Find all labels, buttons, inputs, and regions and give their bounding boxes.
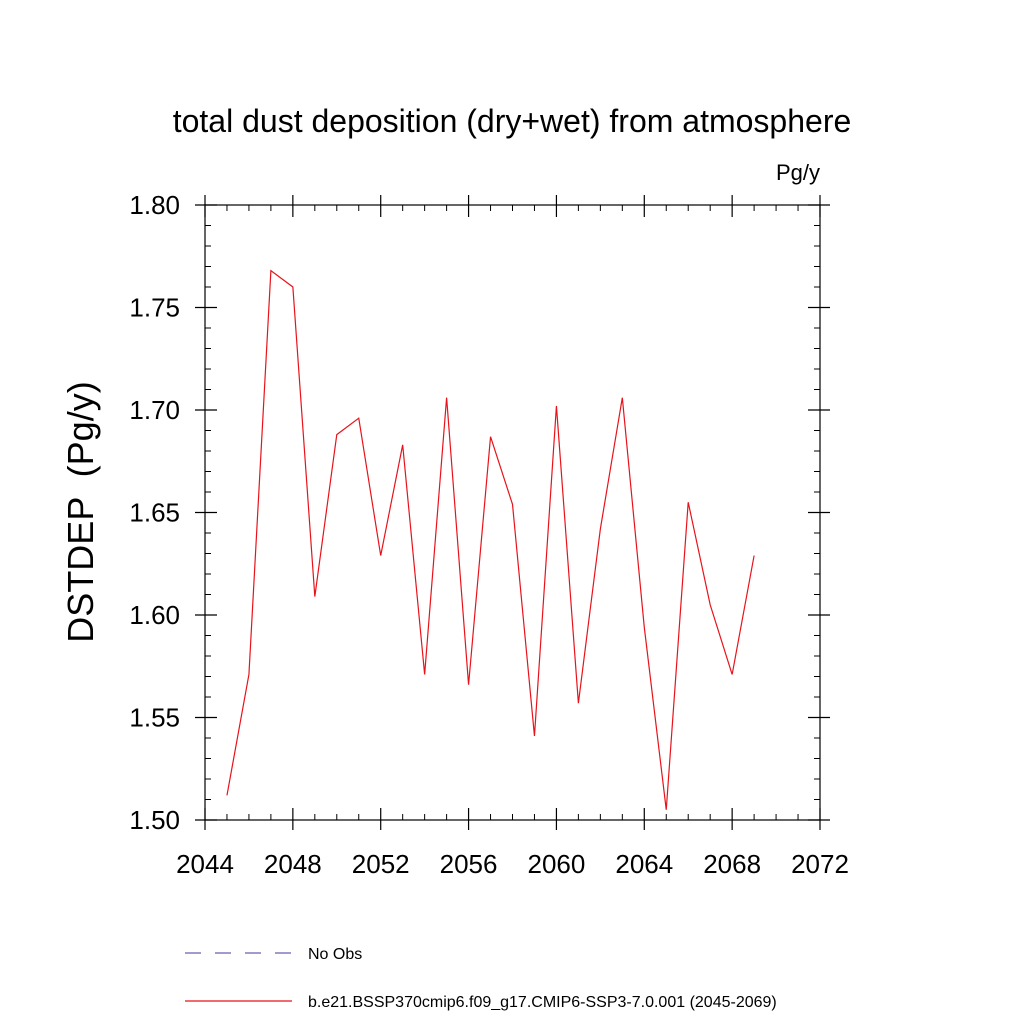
y-tick-label: 1.80 — [129, 190, 180, 220]
y-tick-label: 1.60 — [129, 600, 180, 630]
axis-ticks — [195, 195, 830, 830]
series-line-1 — [226, 269, 755, 810]
series-lines — [226, 269, 755, 810]
x-tick-label: 2056 — [440, 849, 498, 879]
y-tick-label: 1.50 — [129, 805, 180, 835]
x-tick-label: 2068 — [703, 849, 761, 879]
legend: No Obs b.e21.BSSP370cmip6.f09_g17.CMIP6-S… — [185, 946, 777, 1011]
y-tick-label: 1.70 — [129, 395, 180, 425]
y-tick-label: 1.75 — [129, 293, 180, 323]
y-tick-label: 1.55 — [129, 703, 180, 733]
legend-label-0: No Obs — [308, 946, 362, 963]
chart-title: total dust deposition (dry+wet) from atm… — [173, 103, 852, 139]
x-tick-label: 2060 — [528, 849, 586, 879]
x-tick-label: 2048 — [264, 849, 322, 879]
x-tick-label: 2064 — [615, 849, 673, 879]
y-axis-label: DSTDEP (Pg/y) — [60, 381, 101, 642]
tick-labels: 2044 2048 2052 2056 2060 2064 2068 2072 1.50 1.55… — [129, 190, 849, 879]
x-tick-label: 2052 — [352, 849, 410, 879]
legend-label-1: b.e21.BSSP370cmip6.f09_g17.CMIP6-SSP3-7.… — [308, 994, 777, 1011]
x-tick-label: 2072 — [791, 849, 849, 879]
y-tick-label: 1.65 — [129, 498, 180, 528]
units-label: Pg/y — [776, 160, 820, 185]
plot-frame — [204, 204, 821, 821]
x-tick-label: 2044 — [176, 849, 234, 879]
